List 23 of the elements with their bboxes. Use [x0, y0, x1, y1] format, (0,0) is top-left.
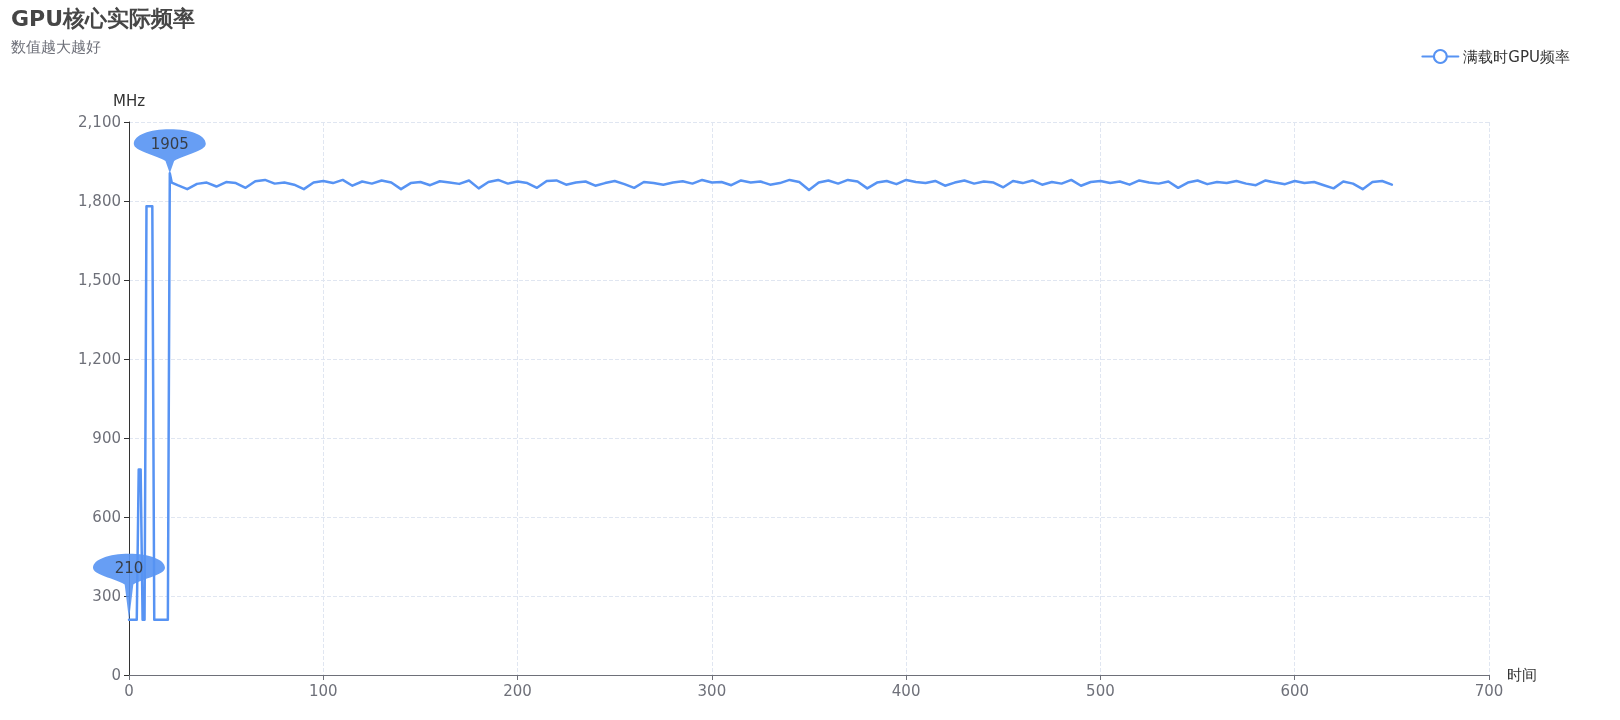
y-tick-label: 1,200 — [78, 350, 121, 368]
x-axis-title: 时间 — [1507, 666, 1537, 684]
x-tick-label: 500 — [1086, 681, 1115, 700]
y-tick-label: 1,500 — [78, 271, 121, 289]
chart-subtitle: 数值越大越好 — [11, 37, 101, 56]
x-tick-label: 300 — [697, 681, 727, 700]
y-tick-label: 900 — [92, 429, 121, 447]
x-tick-label: 600 — [1280, 681, 1310, 700]
y-tick-label: 300 — [92, 587, 121, 605]
y-tick-label: 1,800 — [78, 192, 121, 210]
x-tick-label: 200 — [503, 681, 532, 700]
y-tick-label: 600 — [92, 508, 121, 526]
x-tick-label: 400 — [891, 681, 921, 700]
chart-title: GPU核心实际频率 — [11, 5, 196, 31]
y-tick-label: 2,100 — [78, 113, 121, 131]
x-tick-label: 100 — [308, 681, 338, 700]
annotation: 1905 — [150, 135, 189, 154]
y-tick-label: 0 — [111, 666, 121, 684]
legend-label: 满载时GPU频率 — [1463, 47, 1571, 66]
x-tick-label: 0 — [124, 681, 134, 700]
y-axis-title: MHz — [112, 91, 146, 110]
annotation: 210 — [114, 558, 144, 577]
x-tick-label: 700 — [1474, 681, 1504, 700]
